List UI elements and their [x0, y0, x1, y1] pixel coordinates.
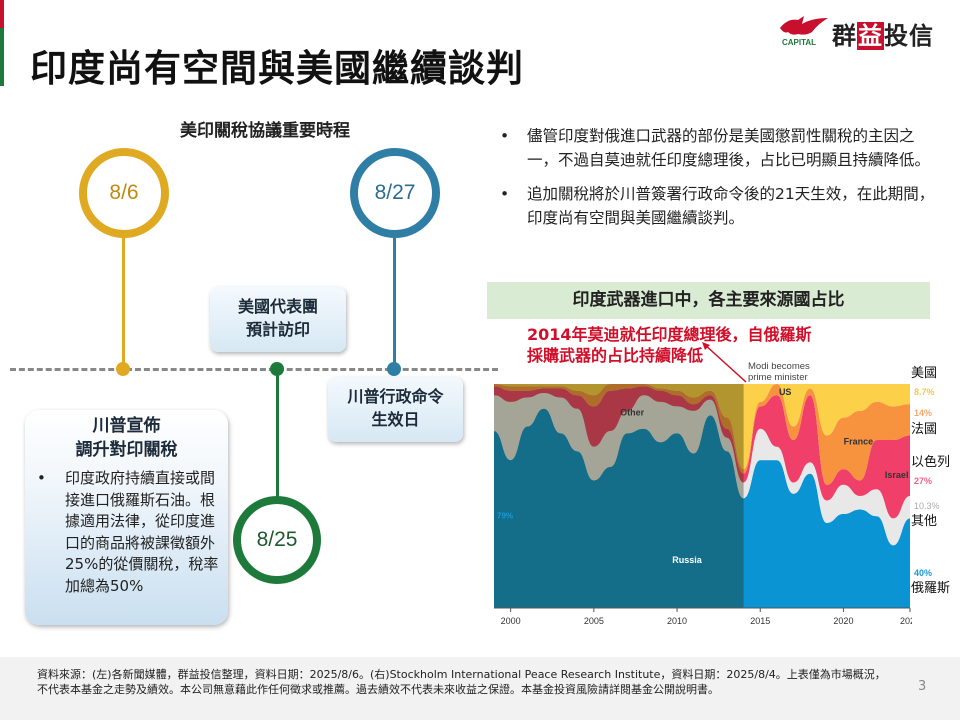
- disclaimer-text: 資料來源：(左)各新聞媒體，群益投信整理，資料日期：2025/8/6。(右)St…: [37, 668, 886, 696]
- accent-bar-green: [0, 28, 4, 86]
- timeline-dot: [387, 362, 401, 376]
- tariff-box-heading: 川普宣佈 調升對印關稅: [75, 416, 178, 460]
- footer: 資料來源：(左)各新聞媒體，群益投信整理，資料日期：2025/8/6。(右)St…: [0, 657, 960, 720]
- accent-bar-red: [0, 0, 4, 28]
- logo-name: 群益投信: [832, 22, 934, 50]
- area-russia: [494, 408, 910, 608]
- pct-label-france: 14%: [914, 408, 933, 418]
- logo-capital-text: CAPITAL: [782, 38, 817, 47]
- x-tick-label: 2000: [501, 616, 521, 626]
- page-title: 印度尚有空間與美國繼續談判: [30, 47, 524, 90]
- x-tick-label: 2020: [833, 616, 853, 626]
- executive-order-box: 川普行政命令 生效日: [328, 377, 463, 442]
- arms-import-chart: 2000 2005 2010 2015 2020 2024 Russia Other US Fra…: [494, 384, 912, 626]
- x-tick-label: 2024: [900, 616, 912, 626]
- bullet-item: 儘管印度對俄進口武器的部份是美國懲罰性關稅的主因之一，不過自莫迪就任印度總理後，…: [500, 124, 940, 172]
- pct-label-us: 8.7%: [914, 387, 935, 397]
- company-logo: CAPITAL 群益投信: [778, 14, 948, 50]
- pct-label-russia: 40%: [914, 568, 933, 578]
- timeline-dot: [270, 362, 284, 376]
- timeline-axis: [10, 368, 498, 371]
- area-israel: [494, 386, 910, 519]
- summary-bullets: 儘管印度對俄進口武器的部份是美國懲罰性關稅的主因之一，不過自莫迪就任印度總理後，…: [500, 124, 940, 240]
- russia-start-label: 79%: [497, 511, 513, 520]
- x-tick-label: 2005: [584, 616, 604, 626]
- legend-label-france: 法國: [911, 422, 938, 437]
- modi-annotation: Modi becomes prime minister: [748, 361, 810, 383]
- x-tick-label: 2015: [750, 616, 770, 626]
- bird-logo-icon: [780, 16, 828, 35]
- area-other: [494, 392, 910, 546]
- series-label-russia: Russia: [672, 555, 703, 565]
- callout-arrow-icon: [702, 342, 747, 383]
- chart-callout: 2014年莫迪就任印度總理後，自俄羅斯採購武器的占比持續降低: [527, 325, 812, 365]
- date-circle-8-6: 8/6: [79, 148, 169, 238]
- timeline-connector: [276, 368, 279, 503]
- legend-label-russia: 俄羅斯: [911, 581, 951, 596]
- area-us: [494, 384, 910, 470]
- date-circle-8-27: 8/27: [350, 148, 440, 238]
- series-label-france: France: [844, 436, 874, 446]
- chart-header: 印度武器進口中，各主要來源國占比: [487, 282, 930, 319]
- pre-modi-shade: [494, 384, 744, 608]
- bullet-item: 追加關稅將於川普簽署行政命令後的21天生效，在此期間，印度尚有空間與美國繼續談判…: [500, 182, 940, 230]
- legend-label-us: 美國: [911, 366, 938, 381]
- timeline-connector: [122, 230, 125, 370]
- page-number: 3: [918, 679, 927, 694]
- delegation-visit-box: 美國代表團 預計訪印: [210, 287, 346, 352]
- series-label-israel: Israel: [885, 470, 909, 480]
- series-label-other: Other: [620, 407, 645, 417]
- pct-label-israel: 27%: [914, 476, 933, 486]
- timeline-dot: [116, 362, 130, 376]
- series-label-us: US: [779, 387, 792, 397]
- timeline-title: 美印關稅協議重要時程: [180, 121, 350, 141]
- legend-label-other: 其他: [911, 514, 938, 529]
- timeline-connector: [393, 230, 396, 370]
- legend-label-israel: 以色列: [911, 455, 951, 470]
- date-circle-8-25: 8/25: [233, 496, 321, 584]
- tariff-box-bullet: 印度政府持續直接或間接進口俄羅斯石油。根據適用法律，從印度進口的商品將被課徵額外…: [35, 468, 220, 597]
- pct-label-other: 10.3%: [914, 501, 940, 511]
- x-tick-label: 2010: [667, 616, 687, 626]
